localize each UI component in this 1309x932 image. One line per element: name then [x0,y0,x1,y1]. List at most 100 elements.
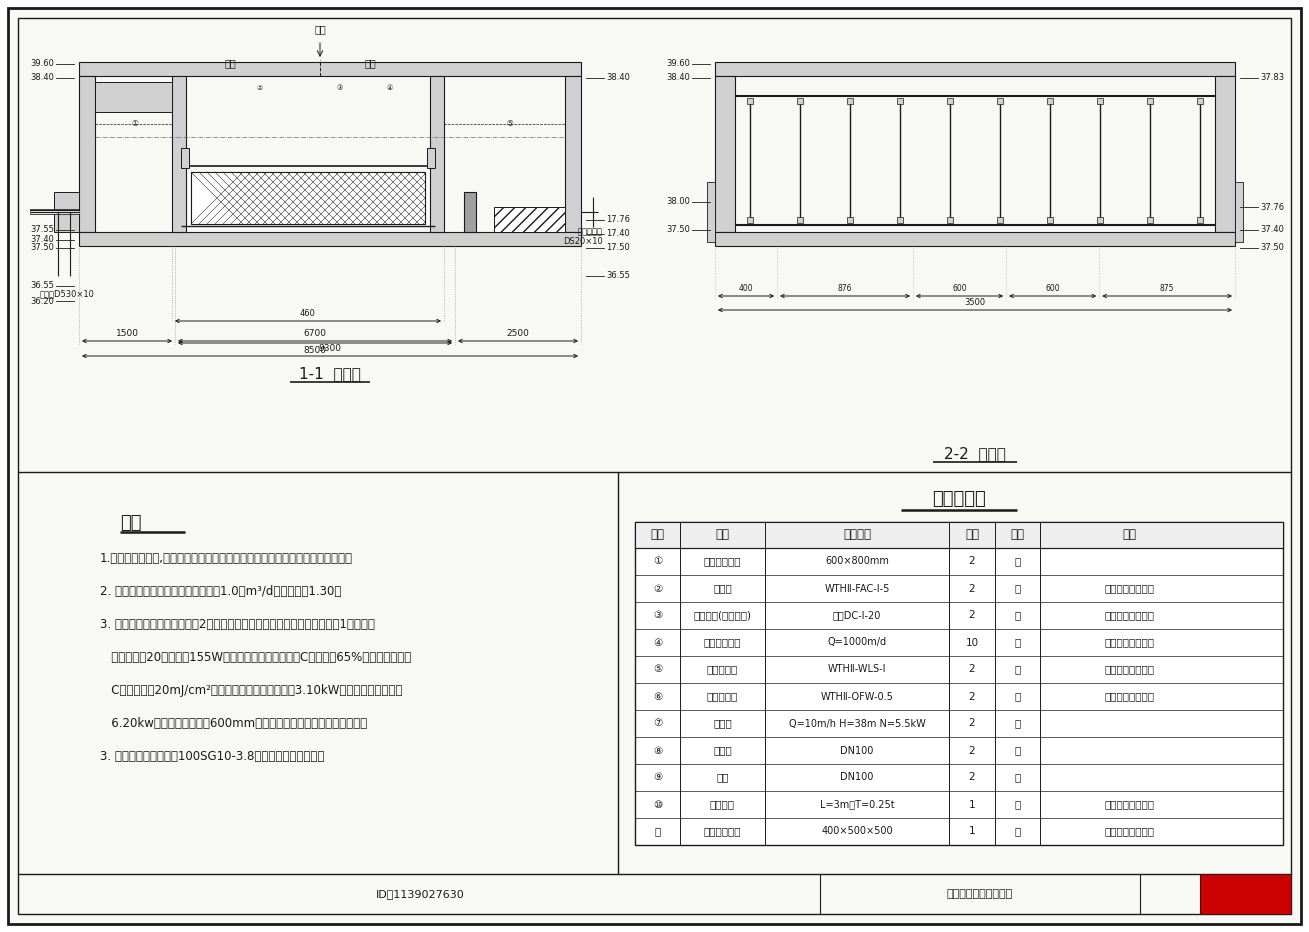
Bar [797,217,802,223]
Text: 2: 2 [969,719,975,729]
Text: 37.50: 37.50 [1261,243,1284,253]
Bar [1147,217,1153,223]
Text: www.znzmo.com: www.znzmo.com [130,136,270,227]
Text: 1: 1 [969,827,975,837]
Bar [715,232,1234,246]
Text: 由紫外光厂家提供: 由紫外光厂家提供 [1103,665,1155,675]
Bar [191,172,425,224]
Text: 手动进水闸门: 手动进水闸门 [704,556,741,567]
Text: 1.本图标高以米计,其余尺寸以毫米计。所注管道标高除注明外均为管中心标高。: 1.本图标高以米计,其余尺寸以毫米计。所注管道标高除注明外均为管中心标高。 [99,552,353,565]
Text: 套: 套 [1014,556,1021,567]
Text: 17.40: 17.40 [606,229,630,239]
Text: 460: 460 [300,309,315,318]
Text: 水位传感器: 水位传感器 [707,665,738,675]
Text: ①: ① [132,119,139,129]
Text: WTHⅡ-OFW-0.5: WTHⅡ-OFW-0.5 [821,692,893,702]
Text: 2: 2 [969,583,975,594]
Text: 插入式出江: 插入式出江 [579,227,603,237]
Text: www.znzmo.com: www.znzmo.com [830,136,970,227]
Text: 1500: 1500 [115,329,139,338]
Text: 个: 个 [1014,610,1021,621]
Text: www.znzmo.com: www.znzmo.com [630,286,770,377]
Text: C剂量不小于20mJ/cm²；每套紫外光模块总功率为3.10kW，系统总装机容量为: C剂量不小于20mJ/cm²；每套紫外光模块总功率为3.10kW，系统总装机容量… [99,684,402,697]
Text: 400: 400 [738,284,754,293]
Text: 600: 600 [952,284,967,293]
Text: 台: 台 [1014,719,1021,729]
Text: 875: 875 [1160,284,1174,293]
Text: 17.50: 17.50 [606,243,630,253]
Text: 固定溢流堰: 固定溢流堰 [707,692,738,702]
Bar [1200,874,1291,914]
Text: www.znzmo.com: www.znzmo.com [330,586,470,678]
Text: 876: 876 [838,284,852,293]
Text: Q=1000m/d: Q=1000m/d [827,637,886,648]
Text: 序号: 序号 [651,528,665,541]
Text: 1-1  剖面图: 1-1 剖面图 [298,366,361,381]
Bar [1047,217,1052,223]
Bar [1097,98,1103,104]
Text: 10: 10 [966,637,979,648]
Text: ⑪: ⑪ [654,827,661,837]
Bar [181,148,188,168]
Text: 由紫外光厂家提供: 由紫外光厂家提供 [1103,800,1155,810]
Text: 6700: 6700 [304,329,326,338]
Text: 知末网: 知末网 [284,519,315,545]
Text: 3500: 3500 [965,298,986,307]
Text: 2: 2 [969,692,975,702]
Text: ④: ④ [387,85,393,91]
Bar [715,76,734,232]
Text: www.znzmo.com: www.znzmo.com [1080,207,1220,297]
Text: 套: 套 [1014,827,1021,837]
Text: 36.55: 36.55 [30,281,54,291]
Text: 9300: 9300 [318,344,342,353]
Text: 模块组含有20根功率为155W的灯管，峰值流量时紫外C透光率为65%，平均有效紫外: 模块组含有20根功率为155W的灯管，峰值流量时紫外C透光率为65%，平均有效紫… [99,651,411,664]
Text: 知末网: 知末网 [1084,519,1115,545]
Bar [79,76,96,232]
Text: 2: 2 [969,746,975,756]
Bar [847,217,853,223]
Bar [79,62,581,76]
Bar [946,98,953,104]
Text: 39.60: 39.60 [30,60,54,68]
Text: ③: ③ [653,610,662,621]
Text: www.znzmo.com: www.znzmo.com [931,586,1069,678]
Bar [1196,217,1203,223]
Text: 型号DC-I-20: 型号DC-I-20 [833,610,881,621]
Bar [997,217,1003,223]
Text: 2: 2 [969,665,975,675]
Text: ②: ② [257,85,263,91]
Text: 2: 2 [969,773,975,783]
Bar [747,217,753,223]
Text: 600×800mm: 600×800mm [825,556,889,567]
Text: 备注: 备注 [1122,528,1136,541]
Text: 由紫外光厂家提供: 由紫外光厂家提供 [1103,692,1155,702]
Text: ⑤: ⑤ [507,119,513,129]
Text: 知末: 知末 [1232,884,1258,904]
Bar [1097,217,1103,223]
Bar [635,522,1283,845]
Text: 38.00: 38.00 [666,198,690,207]
Bar [797,98,802,104]
Text: 2500: 2500 [507,329,529,338]
Bar [1234,182,1244,242]
Bar [463,192,476,232]
Text: 盖板: 盖板 [224,58,236,68]
Bar [1047,98,1052,104]
Text: 知末网: 知末网 [584,169,615,196]
Text: 起吊装置: 起吊装置 [709,800,734,810]
Text: 由紫外光厂家提供: 由紫外光厂家提供 [1103,637,1155,648]
Bar [897,98,903,104]
Text: 个: 个 [1014,746,1021,756]
Text: 套: 套 [1014,665,1021,675]
Text: 进水管D530×10: 进水管D530×10 [41,290,94,298]
Bar [946,217,953,223]
Text: 8500: 8500 [304,346,326,355]
Text: 37.40: 37.40 [30,236,54,244]
Text: 套: 套 [1014,800,1021,810]
Text: ⑩: ⑩ [653,800,662,810]
Text: ③: ③ [336,85,343,91]
Bar [715,62,1234,76]
Text: 37.83: 37.83 [1261,74,1284,83]
Text: 2: 2 [969,556,975,567]
Text: 6.20kw，每条渠道宽度为600mm，紫外消毒池出水排入东风电排站。: 6.20kw，每条渠道宽度为600mm，紫外消毒池出水排入东风电排站。 [99,717,367,730]
